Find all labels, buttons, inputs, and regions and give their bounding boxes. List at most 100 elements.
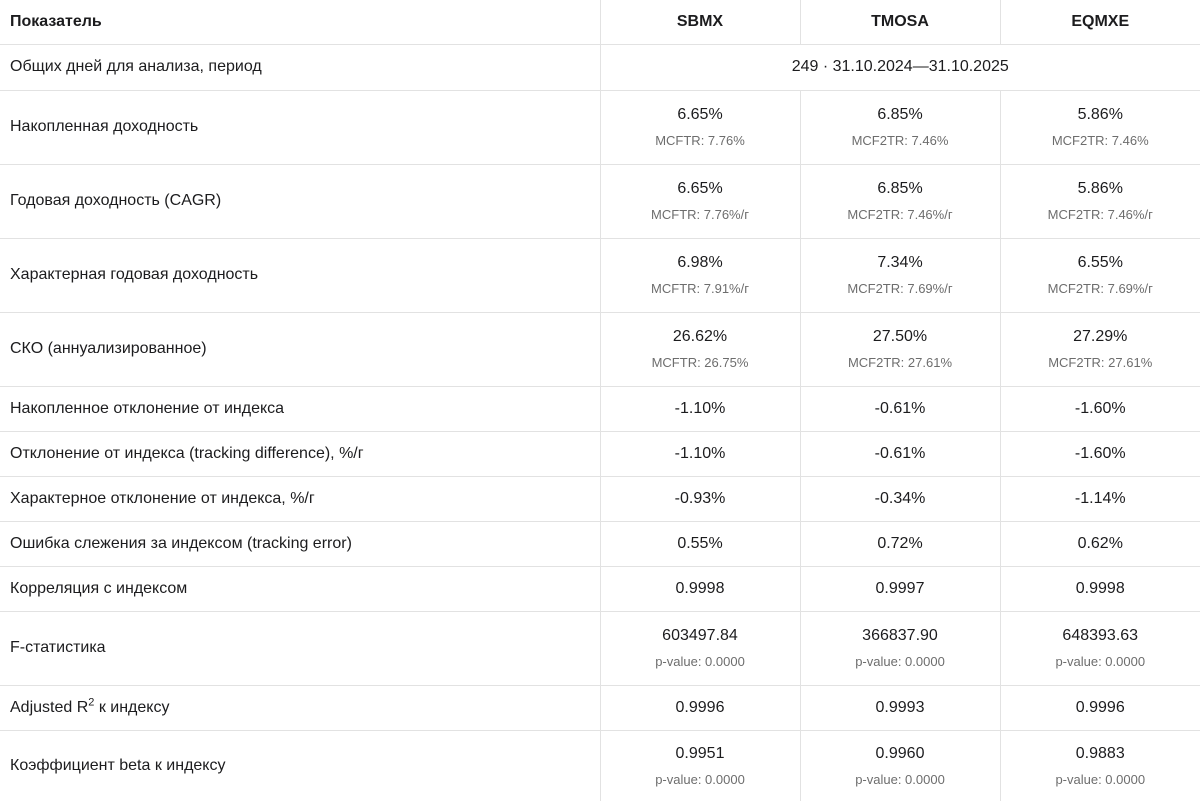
value-cell: 0.9997 [799,565,1001,612]
main-value: -0.34% [874,489,926,507]
value-cell: 0.62% [999,520,1200,567]
metric-column-header: Показатель [0,0,601,45]
value-cell: -1.60% [999,385,1200,432]
value-cell: 0.72% [799,520,1001,567]
superscript-2: 2 [88,696,95,709]
main-value: 0.9998 [675,579,725,597]
value-cell: -1.14% [999,475,1200,522]
value-cell: 5.86% MCF2TR: 7.46%/г [999,163,1200,239]
p-value: p-value: 0.0000 [855,654,945,669]
benchmark-value: MCF2TR: 7.46% [1051,133,1149,148]
row-label-text: Adjusted R [10,698,89,716]
main-value: 27.50% [872,328,928,345]
main-value: -1.60% [1074,399,1126,417]
value-cell: 26.62% MCFTR: 26.75% [599,311,801,387]
p-value: p-value: 0.0000 [855,771,945,787]
table-row: Характерное отклонение от индекса, %/г -… [0,475,1200,522]
table-row: Характерная годовая доходность 6.98% MCF… [0,237,1200,313]
table-row: Коэффициент beta к индексу 0.9951 p-valu… [0,729,1200,801]
row-label: Накопленное отклонение от индекса [0,385,601,432]
table-row: Накопленное отклонение от индекса -1.10%… [0,385,1200,432]
main-value: -1.10% [674,399,726,417]
table-header-row: Показатель SBMX TMOSA EQMXE [0,0,1200,45]
main-value: 6.55% [1077,254,1123,271]
main-value: 0.9960 [875,744,925,762]
main-value: -1.10% [674,444,726,462]
value-cell: 0.9960 p-value: 0.0000 [799,729,1001,801]
benchmark-value: MCF2TR: 7.69%/г [847,281,953,296]
main-value: 5.86% [1077,106,1123,123]
row-label: Общих дней для анализа, период [0,43,601,91]
value-cell: -1.10% [599,385,801,432]
row-label: F-статистика [0,610,601,686]
table-row: Отклонение от индекса (tracking differen… [0,430,1200,477]
main-value: 6.85% [877,180,923,197]
main-value: 5.86% [1077,180,1123,197]
main-value: -1.14% [1074,489,1126,507]
benchmark-value: MCFTR: 7.91%/г [651,281,749,296]
main-value: -0.61% [874,444,926,462]
column-header-eqmxe: EQMXE [999,0,1200,45]
main-value: 27.29% [1073,328,1128,345]
value-cell: 366837.90 p-value: 0.0000 [799,610,1001,686]
table-row: Накопленная доходность 6.65% MCFTR: 7.76… [0,89,1200,165]
table-row-period: Общих дней для анализа, период 249 · 31.… [0,43,1200,91]
value-cell: -0.93% [599,475,801,522]
value-cell: 0.9998 [599,565,801,612]
table-row: Корреляция с индексом 0.9998 0.9997 0.99… [0,565,1200,612]
benchmark-value: MCF2TR: 7.46%/г [1047,207,1153,222]
value-cell: 27.29% MCF2TR: 27.61% [999,311,1200,387]
row-label: Отклонение от индекса (tracking differen… [0,430,601,477]
value-cell: -1.10% [599,430,801,477]
main-value: 6.85% [877,106,923,123]
value-cell: 6.65% MCFTR: 7.76%/г [599,163,801,239]
value-cell: 6.85% MCF2TR: 7.46% [799,89,1001,165]
value-cell: -0.34% [799,475,1001,522]
main-value: 6.65% [677,180,723,197]
row-label: Коэффициент beta к индексу [0,729,601,801]
main-value: 366837.90 [862,627,938,644]
value-cell: 0.9993 [799,684,1001,731]
main-value: 0.9996 [675,698,725,716]
row-label: СКО (аннуализированное) [0,311,601,387]
main-value: -0.93% [674,489,726,507]
p-value: p-value: 0.0000 [655,654,745,669]
table-row: СКО (аннуализированное) 26.62% MCFTR: 26… [0,311,1200,387]
main-value: -1.60% [1074,444,1126,462]
value-cell: 0.9998 [999,565,1200,612]
main-value: 7.34% [877,254,923,271]
value-cell: 603497.84 p-value: 0.0000 [599,610,801,686]
value-cell: 6.98% MCFTR: 7.91%/г [599,237,801,313]
value-cell: 7.34% MCF2TR: 7.69%/г [799,237,1001,313]
benchmark-value: MCF2TR: 7.46% [851,133,949,148]
main-value: 0.55% [677,534,723,552]
p-value: p-value: 0.0000 [1055,771,1146,787]
benchmark-value: MCFTR: 7.76% [655,133,745,148]
main-value: 0.9883 [1075,744,1125,762]
column-header-sbmx: SBMX [599,0,801,45]
value-cell: 6.85% MCF2TR: 7.46%/г [799,163,1001,239]
p-value: p-value: 0.0000 [655,771,745,787]
table-row: Adjusted R2 к индексу 0.9996 0.9993 0.99… [0,684,1200,731]
benchmark-value: MCFTR: 7.76%/г [651,207,749,222]
value-cell: 6.55% MCF2TR: 7.69%/г [999,237,1200,313]
main-value: 6.98% [677,254,723,271]
main-value: 0.9998 [1075,579,1125,597]
row-label: Adjusted R2 к индексу [0,684,601,731]
benchmark-value: MCF2TR: 27.61% [1048,355,1153,370]
value-cell: 648393.63 p-value: 0.0000 [999,610,1200,686]
main-value: 0.9993 [875,698,925,716]
main-value: 0.9996 [1075,698,1125,716]
row-label: Корреляция с индексом [0,565,601,612]
value-cell: 5.86% MCF2TR: 7.46% [999,89,1200,165]
row-label: Накопленная доходность [0,89,601,165]
value-cell: 0.9883 p-value: 0.0000 [999,729,1200,801]
p-value: p-value: 0.0000 [1055,654,1146,669]
main-value: 26.62% [672,328,728,345]
value-cell: 6.65% MCFTR: 7.76% [599,89,801,165]
main-value: 0.72% [877,534,923,552]
table-row: Годовая доходность (CAGR) 6.65% MCFTR: 7… [0,163,1200,239]
value-cell: 0.9951 p-value: 0.0000 [599,729,801,801]
row-label: Характерное отклонение от индекса, %/г [0,475,601,522]
table-row: Ошибка слежения за индексом (tracking er… [0,520,1200,567]
